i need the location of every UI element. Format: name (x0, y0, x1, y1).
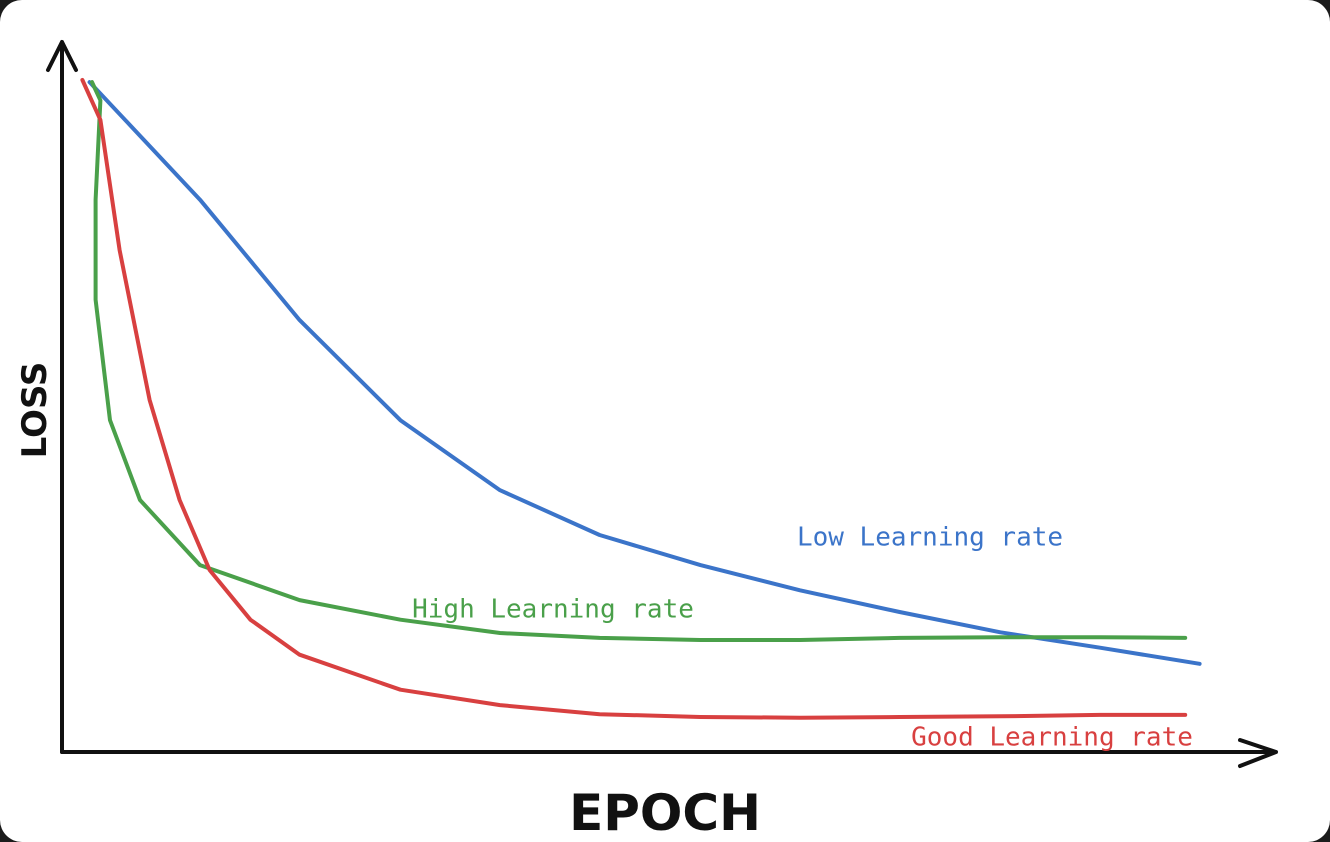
x-axis (60, 738, 1278, 768)
line-series (87, 80, 1202, 666)
series-label: High Learning rate (412, 595, 694, 625)
y-axis (46, 40, 78, 754)
line-series (90, 80, 1188, 642)
series-label: Low Learning rate (797, 523, 1063, 553)
y-axis-title: LOSS (15, 362, 55, 459)
line-series (80, 78, 1188, 720)
series-label: Good Learning rate (911, 723, 1193, 753)
x-axis-title: EPOCH (569, 784, 761, 842)
